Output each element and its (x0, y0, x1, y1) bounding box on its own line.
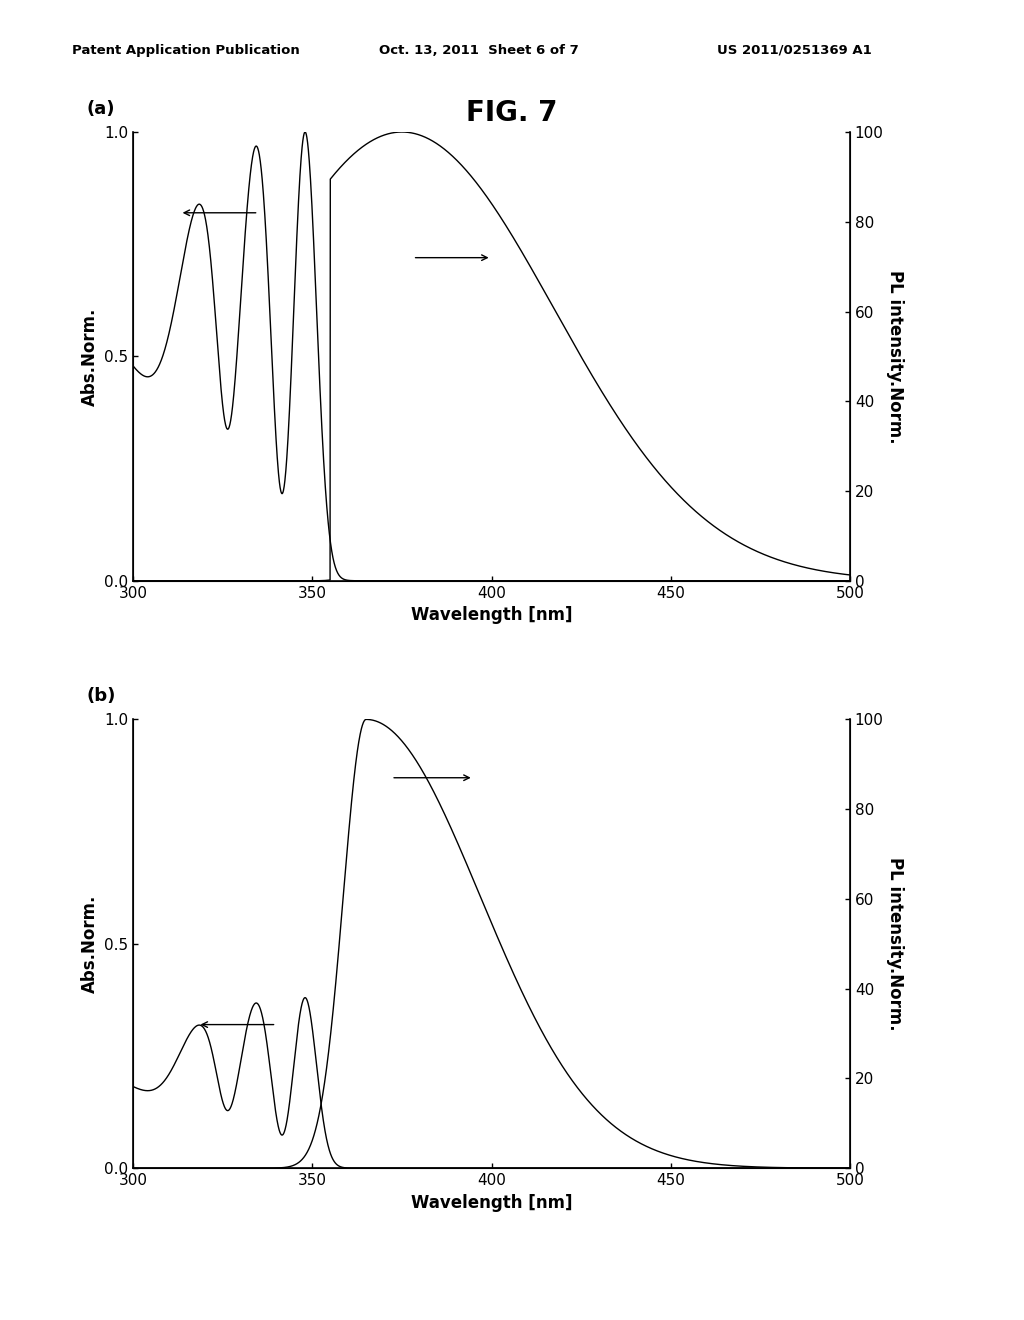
Text: (b): (b) (86, 688, 116, 705)
Text: FIG. 7: FIG. 7 (466, 99, 558, 127)
Text: Oct. 13, 2011  Sheet 6 of 7: Oct. 13, 2011 Sheet 6 of 7 (379, 44, 579, 57)
Y-axis label: PL intensity.Norm.: PL intensity.Norm. (887, 857, 904, 1031)
Y-axis label: PL intensity.Norm.: PL intensity.Norm. (887, 269, 904, 444)
Y-axis label: Abs.Norm.: Abs.Norm. (81, 895, 98, 993)
Text: (a): (a) (86, 100, 115, 117)
X-axis label: Wavelength [nm]: Wavelength [nm] (411, 606, 572, 624)
X-axis label: Wavelength [nm]: Wavelength [nm] (411, 1193, 572, 1212)
Text: US 2011/0251369 A1: US 2011/0251369 A1 (717, 44, 871, 57)
Y-axis label: Abs.Norm.: Abs.Norm. (81, 308, 98, 405)
Text: Patent Application Publication: Patent Application Publication (72, 44, 299, 57)
